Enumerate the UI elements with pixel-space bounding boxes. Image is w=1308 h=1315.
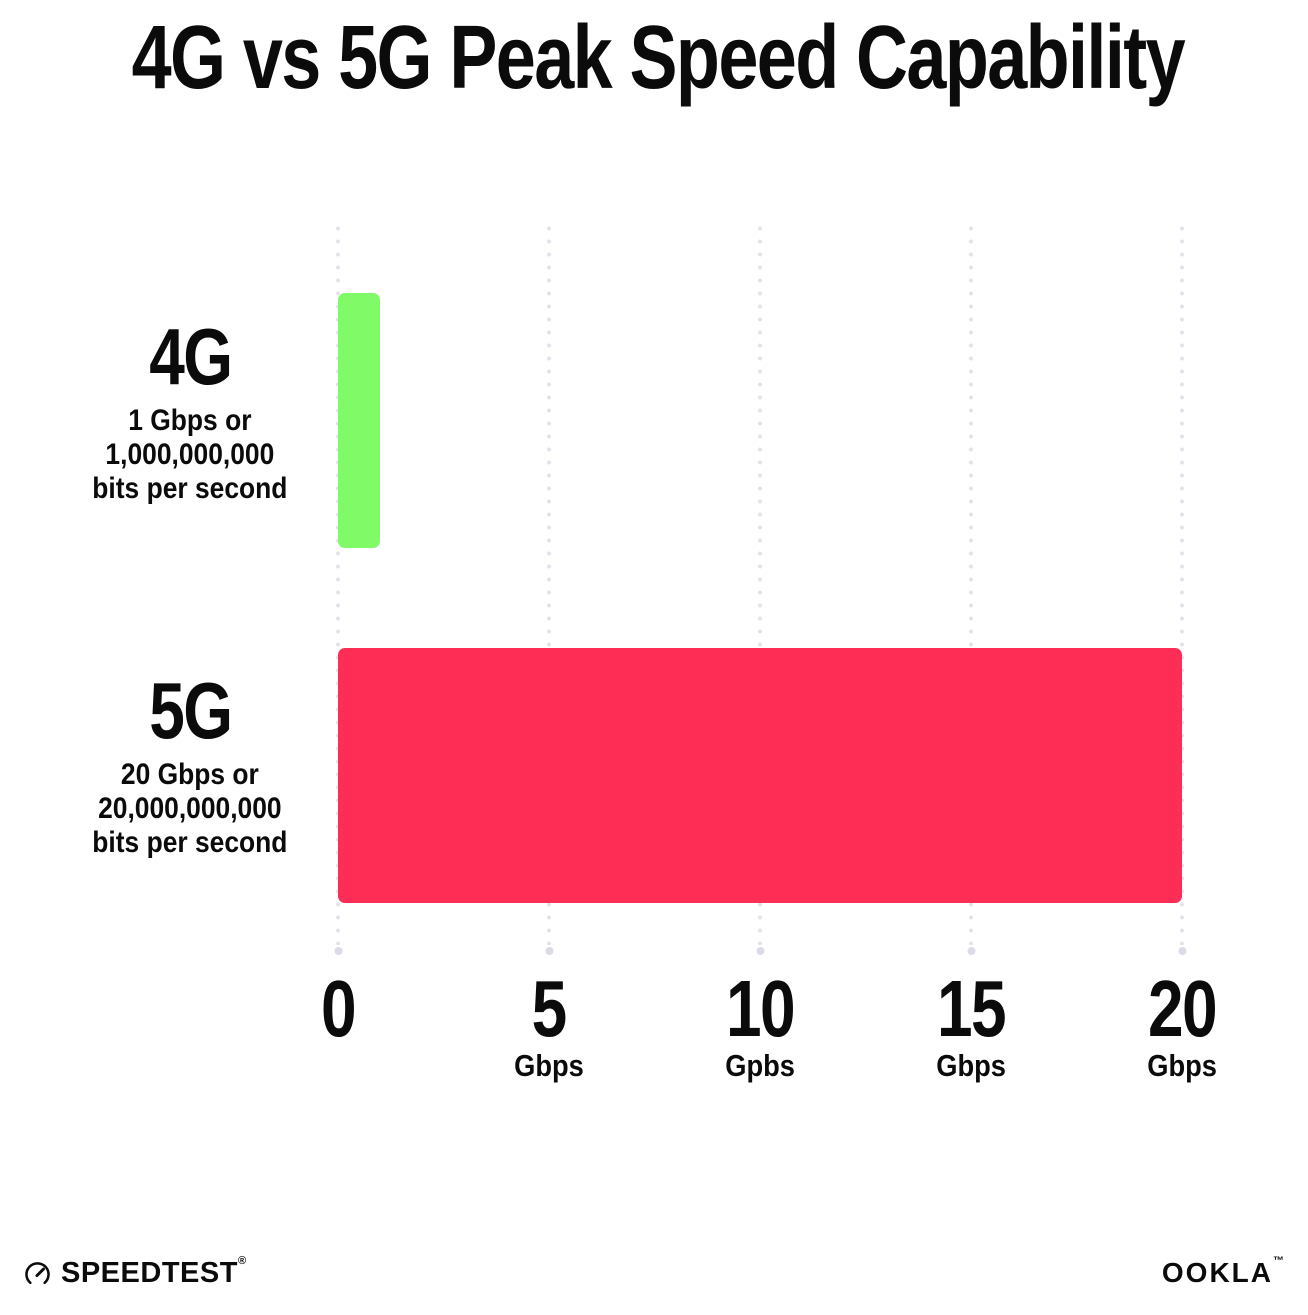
category-desc-5g: 20 Gbps or 20,000,000,000 bits per secon…: [92, 758, 287, 860]
footer: SPEEDTEST® OOKLA™: [22, 1252, 1286, 1294]
ookla-label: OOKLA: [1161, 1257, 1273, 1288]
desc-line: 1,000,000,000: [105, 438, 275, 471]
ookla-trademark: ™: [1273, 1255, 1286, 1267]
speedtest-trademark: ®: [237, 1254, 247, 1267]
ookla-logo: OOKLA™: [1161, 1255, 1286, 1289]
x-tick-15: 15 Gbps: [929, 964, 1014, 1083]
gridline-10: [757, 222, 763, 945]
row-label-5g: 5G 20 Gbps or 20,000,000,000 bits per se…: [18, 666, 362, 860]
x-axis: 0 5 Gbps 10 Gpbs 15 Gbps 20 Gbps: [321, 964, 1218, 1102]
bar-5g: [338, 648, 1182, 903]
plot-area: [335, 222, 1185, 945]
desc-line: bits per second: [92, 472, 288, 505]
desc-line: 20,000,000,000: [98, 792, 282, 825]
x-tick-20: 20 Gbps: [1140, 964, 1225, 1083]
gridline-0: [335, 222, 341, 945]
page-title-text: 4G vs 5G Peak Speed Capability: [131, 8, 1186, 108]
tick-value: 20: [1148, 964, 1218, 1053]
desc-line: 1 Gbps or: [128, 404, 252, 437]
speedtest-gauge-icon: [25, 1261, 50, 1284]
desc-line: bits per second: [92, 826, 288, 859]
gridline-20: [1179, 222, 1185, 945]
category-label-5g: 5G: [148, 666, 233, 755]
tick-value: 5: [531, 964, 568, 1053]
tick-unit: Gbps: [1147, 1048, 1217, 1083]
bar-4g: [338, 293, 380, 548]
row-label-4g: 4G 1 Gbps or 1,000,000,000 bits per seco…: [18, 312, 362, 506]
category-label-4g: 4G: [148, 312, 233, 401]
tick-unit: Gbps: [936, 1048, 1006, 1083]
tick-value: 15: [937, 964, 1007, 1053]
speedtest-wordmark: SPEEDTEST®: [61, 1254, 247, 1290]
tick-value: 0: [321, 964, 357, 1053]
tick-unit: Gbps: [514, 1048, 584, 1083]
x-tick-0: 0: [317, 964, 360, 1064]
gridline-5: [546, 222, 552, 945]
gridline-15: [968, 222, 974, 945]
page-title: 4G vs 5G Peak Speed Capability: [0, 8, 1308, 108]
tick-value: 10: [726, 964, 796, 1053]
speedtest-label: SPEEDTEST: [61, 1256, 238, 1289]
x-tick-10: 10 Gpbs: [718, 964, 803, 1083]
tick-unit: Gpbs: [725, 1048, 795, 1083]
speedtest-logo: SPEEDTEST®: [22, 1254, 247, 1290]
category-desc-4g: 1 Gbps or 1,000,000,000 bits per second: [92, 404, 287, 506]
x-tick-5: 5 Gbps: [509, 964, 588, 1083]
desc-line: 20 Gbps or: [121, 758, 259, 791]
